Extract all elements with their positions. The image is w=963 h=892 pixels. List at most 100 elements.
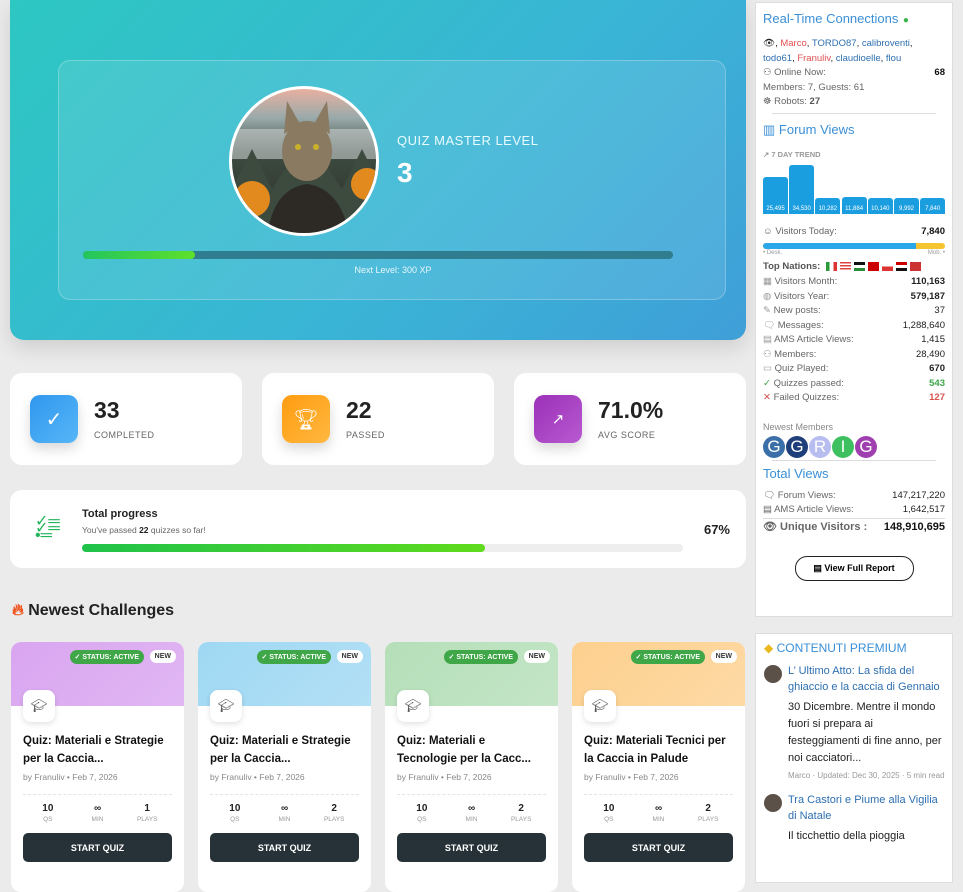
quiz-title[interactable]: Quiz: Materiali e Strategie per la Cacci… <box>23 735 164 765</box>
premium-article: Tra Castori e Piume alla Vigilia di Nata… <box>764 792 946 845</box>
xp-progress-bar <box>83 251 673 259</box>
quiz-author-date: by Franuliv • Feb 7, 2026 <box>210 772 305 782</box>
online-users-list: 👁︎, Marco, TORDO87, calibroventi, todo61… <box>763 38 913 64</box>
graduation-cap-icon: 🎓︎ <box>584 690 616 722</box>
stat-icon: 🗨︎ <box>763 319 776 331</box>
quiz-title[interactable]: Quiz: Materiali Tecnici per la Caccia in… <box>584 735 726 765</box>
ams-views-row: ▤ AMS Article Views: 1,642,517 <box>763 504 945 515</box>
member-avatar[interactable]: I <box>832 435 854 458</box>
user-avatar <box>229 86 379 236</box>
online-user-link[interactable]: flou <box>885 53 902 64</box>
checklist-icon: ✓═ ✓═ •═ <box>35 513 60 544</box>
card-header: ✓ STATUS: ACTIVE NEW 🎓︎ <box>198 642 371 722</box>
stat-label: PASSED <box>346 430 385 440</box>
online-user-link[interactable]: claudioelle <box>835 53 881 64</box>
members-guests: Members: 7, Guests: 61 <box>763 81 865 93</box>
progress-subtitle: You've passed 22 quizzes so far! <box>82 525 206 535</box>
hero-banner: QUIZ MASTER LEVEL 3 Next Level: 300 XP <box>10 0 746 340</box>
total-progress-bar <box>82 544 683 552</box>
premium-article: L’ Ultimo Atto: La sfida del ghiaccio e … <box>764 663 946 782</box>
stats-sidebar: Real-Time Connections ● 👁︎, Marco, TORDO… <box>755 2 953 617</box>
online-user-link[interactable]: calibroventi <box>861 38 910 49</box>
start-quiz-button[interactable]: START QUIZ <box>584 833 733 862</box>
view-full-report-button[interactable]: ▤ View Full Report <box>794 555 914 581</box>
next-level-text: Next Level: 300 XP <box>354 265 432 275</box>
forum-views-title: ▥ Forum Views <box>763 121 855 137</box>
site-stat-row: ▦ Visitors Month: 110,163 <box>763 276 945 287</box>
plays-count: 2 PLAYS <box>510 803 532 823</box>
author-avatar <box>764 794 782 812</box>
stat-icon: ▤ <box>763 334 772 345</box>
eye-icon: 👁︎ <box>763 38 776 49</box>
level-value: 3 <box>397 157 413 188</box>
questions-count: 10 QS <box>42 803 54 823</box>
xp-progress-fill <box>83 251 196 259</box>
unique-visitors-row: 👁︎ Unique Visitors :148,910,695 <box>763 517 945 536</box>
plays-count: 2 PLAYS <box>323 803 345 823</box>
new-badge: NEW <box>523 650 550 663</box>
total-views-title: Total Views <box>763 465 829 481</box>
device-split-bar <box>763 243 945 249</box>
graduation-cap-icon: 🎓︎ <box>23 690 55 722</box>
site-stats-list: ▦ Visitors Month: 110,163 ◍ Visitors Year:… <box>763 275 945 406</box>
online-user-link[interactable]: todo61 <box>763 53 793 64</box>
quiz-author-date: by Franuliv • Feb 7, 2026 <box>397 772 492 782</box>
stat-value: 33 <box>94 397 120 423</box>
flag-icon <box>895 261 907 271</box>
top-nations: Top Nations: <box>763 261 945 272</box>
quiz-title[interactable]: Quiz: Materiali e Strategie per la Cacci… <box>210 735 351 765</box>
level-panel: QUIZ MASTER LEVEL 3 Next Level: 300 XP <box>58 60 726 300</box>
stat-card-passed: 🏆︎ 22 PASSED <box>262 373 494 465</box>
author-avatar <box>764 665 782 683</box>
newest-members-label: Newest Members <box>763 421 834 432</box>
status-badge: ✓ STATUS: ACTIVE <box>256 650 331 664</box>
article-excerpt: 30 Dicembre. Mentre il mondo fuori si pr… <box>788 701 942 764</box>
online-user-link[interactable]: Marco <box>780 38 807 49</box>
stat-icon: ▭ <box>763 363 772 374</box>
chart-line-icon: ↗ <box>534 395 582 443</box>
article-title-link[interactable]: L’ Ultimo Atto: La sfida del ghiaccio e … <box>788 665 940 693</box>
duration: ∞ MIN <box>91 803 104 823</box>
article-excerpt: Il ticchettio della pioggia <box>788 830 905 842</box>
stat-icon: ✎ <box>763 305 771 316</box>
site-stat-row: ⚇ Members: 28,490 <box>763 348 945 360</box>
quiz-card: ✓ STATUS: ACTIVE NEW 🎓︎ Quiz: Materiali … <box>385 642 558 892</box>
stat-icon: ⚇ <box>763 348 772 360</box>
article-title-link[interactable]: Tra Castori e Piume alla Vigilia di Nata… <box>788 794 938 822</box>
trend-bar: 10,282 <box>815 197 841 214</box>
duration: ∞ MIN <box>278 803 291 823</box>
trend-bar: 11,884 <box>841 196 867 214</box>
member-avatar[interactable]: G <box>763 435 785 458</box>
member-avatar[interactable]: R <box>809 435 831 458</box>
robots-row: ☸ Robots: 27 <box>763 96 821 107</box>
stat-value: 22 <box>346 397 372 423</box>
start-quiz-button[interactable]: START QUIZ <box>23 833 172 862</box>
online-user-link[interactable]: Franuliv <box>797 53 831 64</box>
online-user-link[interactable]: TORDO87 <box>811 38 857 49</box>
online-now-row: ⚇ Online Now: 68 <box>763 67 945 78</box>
bar-chart-icon: ▥ <box>763 121 776 137</box>
article-meta: Marco · Updated: Dec 30, 2025 · 5 min re… <box>788 771 945 780</box>
forum-views-row: 🗨︎ Forum Views: 147,217,220 <box>763 489 945 501</box>
questions-count: 10 QS <box>416 803 428 823</box>
new-badge: NEW <box>710 650 737 663</box>
card-header: ✓ STATUS: ACTIVE NEW 🎓︎ <box>385 642 558 722</box>
quiz-title[interactable]: Quiz: Materiali e Tecnologie per la Cacc… <box>397 735 531 765</box>
start-quiz-button[interactable]: START QUIZ <box>397 833 546 862</box>
graduation-cap-icon: 🎓︎ <box>210 690 242 722</box>
plays-count: 1 PLAYS <box>136 803 158 823</box>
member-avatar[interactable]: G <box>786 435 808 458</box>
site-stat-row: ◍ Visitors Year: 579,187 <box>763 290 945 302</box>
trend-chart: 25,495 34,530 10,282 11,884 10,140 9,992 7,840 <box>763 163 946 214</box>
member-avatar[interactable]: G <box>855 435 877 458</box>
visitors-today-row: ☺ Visitors Today: 7,840 <box>763 225 945 237</box>
trend-bar: 34,530 <box>789 164 815 214</box>
card-header: ✓ STATUS: ACTIVE NEW 🎓︎ <box>11 642 184 722</box>
quiz-card: ✓ STATUS: ACTIVE NEW 🎓︎ Quiz: Materiali … <box>11 642 184 892</box>
flag-icon <box>825 261 837 271</box>
start-quiz-button[interactable]: START QUIZ <box>210 833 359 862</box>
stat-icon: ▦ <box>763 276 772 287</box>
stat-card-avg-score: ↗ 71.0% AVG SCORE <box>514 373 746 465</box>
trend-bar: 9,992 <box>894 197 919 214</box>
premium-content-panel: ◆ CONTENUTI PREMIUM L’ Ultimo Atto: La s… <box>755 633 953 883</box>
